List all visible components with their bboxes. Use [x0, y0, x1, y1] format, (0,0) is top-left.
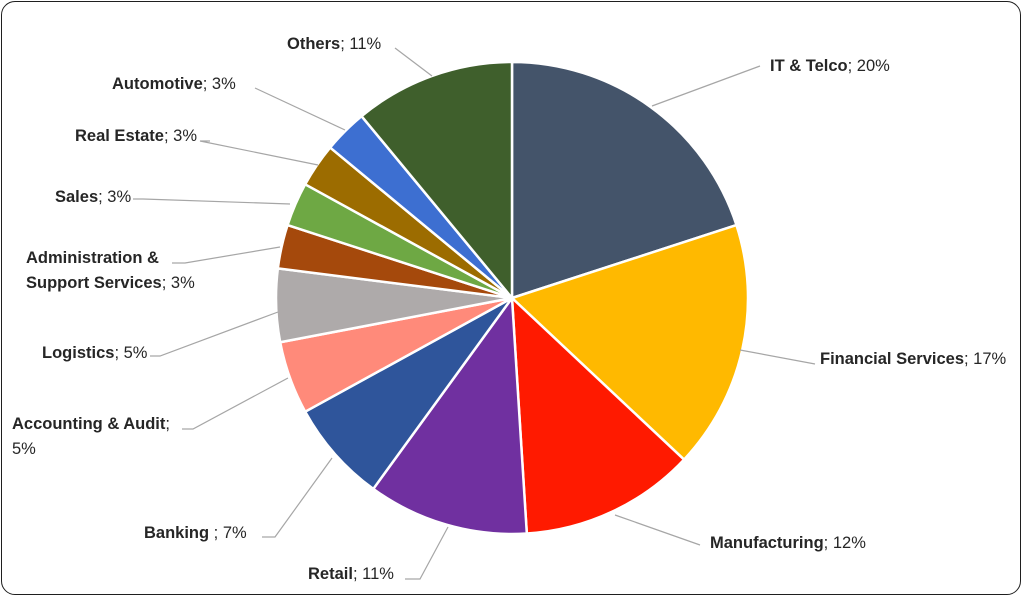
slice-label-name: IT & Telco: [770, 57, 848, 75]
leader-line: [182, 377, 289, 430]
slice-labels: IT & Telco; 20% Financial Services; 17% Ma…: [12, 35, 1007, 583]
slice-label-value: 5%: [12, 440, 36, 458]
slice-label-name: Others: [287, 35, 340, 53]
slice-label: Logistics; 5%: [42, 344, 148, 362]
slice-label: Manufacturing; 12%: [710, 534, 866, 552]
slice-label-name: Sales: [55, 188, 98, 206]
slice-label: Financial Services; 17%: [820, 350, 1007, 368]
pie-slice-manufacturing: [510, 296, 686, 535]
leader-line: [172, 246, 281, 264]
pie-slice-banking: [303, 296, 514, 491]
slice-label-value: 5%: [119, 344, 148, 362]
slice-label-value: 20%: [852, 57, 890, 75]
slice-label-name: Support Services: [26, 274, 162, 292]
slice-label-name: Automotive: [112, 75, 203, 93]
slice-label-value: 12%: [828, 534, 866, 552]
leader-line: [394, 47, 433, 77]
slice-label-name: Financial Services: [820, 350, 964, 368]
slice-label-value: 3%: [169, 127, 198, 145]
leader-line: [614, 514, 701, 546]
leader-line: [254, 87, 346, 131]
slice-label: IT & Telco; 20%: [770, 57, 890, 75]
slice-label: Accounting & Audit; 5%: [12, 415, 170, 458]
slice-label: Real Estate; 3%: [75, 127, 197, 145]
slice-label-value: 3%: [103, 188, 132, 206]
pie-slices: [274, 60, 750, 536]
pie-slice-financial-services: [510, 223, 750, 461]
leader-lines: [133, 47, 816, 580]
leader-line: [262, 457, 333, 538]
pie-slice-it-telco: [510, 60, 738, 300]
pie-slice-others: [360, 60, 514, 300]
slice-label-value: 3%: [207, 75, 236, 93]
slice-label-value: 7%: [218, 524, 247, 542]
slice-label-value: 11%: [345, 35, 382, 53]
leader-line: [133, 198, 291, 205]
slice-label: Administration & Support Services; 3%: [26, 249, 195, 292]
slice-label-value: 11%: [358, 565, 395, 583]
slice-label-name: Banking: [144, 524, 209, 542]
slice-label-name: Logistics: [42, 344, 114, 362]
leader-line: [150, 311, 279, 357]
leader-line: [199, 140, 319, 166]
slice-label-name: Real Estate: [75, 127, 164, 145]
leader-line: [739, 349, 816, 365]
slice-label: Automotive; 3%: [112, 75, 236, 93]
slice-label: Banking ; 7%: [144, 524, 247, 542]
slice-label-name: Administration &: [26, 249, 159, 267]
slice-label-value: 3%: [166, 274, 195, 292]
slice-label: Others; 11%: [287, 35, 381, 53]
slice-label: Sales; 3%: [55, 188, 131, 206]
leader-line: [405, 526, 449, 580]
pie-slice-retail: [372, 296, 529, 536]
slice-label-name: Accounting & Audit: [12, 415, 166, 433]
slice-label-value: 17%: [969, 350, 1007, 368]
leader-line: [651, 65, 761, 107]
slice-label-name: Manufacturing: [710, 534, 824, 552]
slice-label-name: Retail: [308, 565, 353, 583]
slice-label: Retail; 11%: [308, 565, 394, 583]
